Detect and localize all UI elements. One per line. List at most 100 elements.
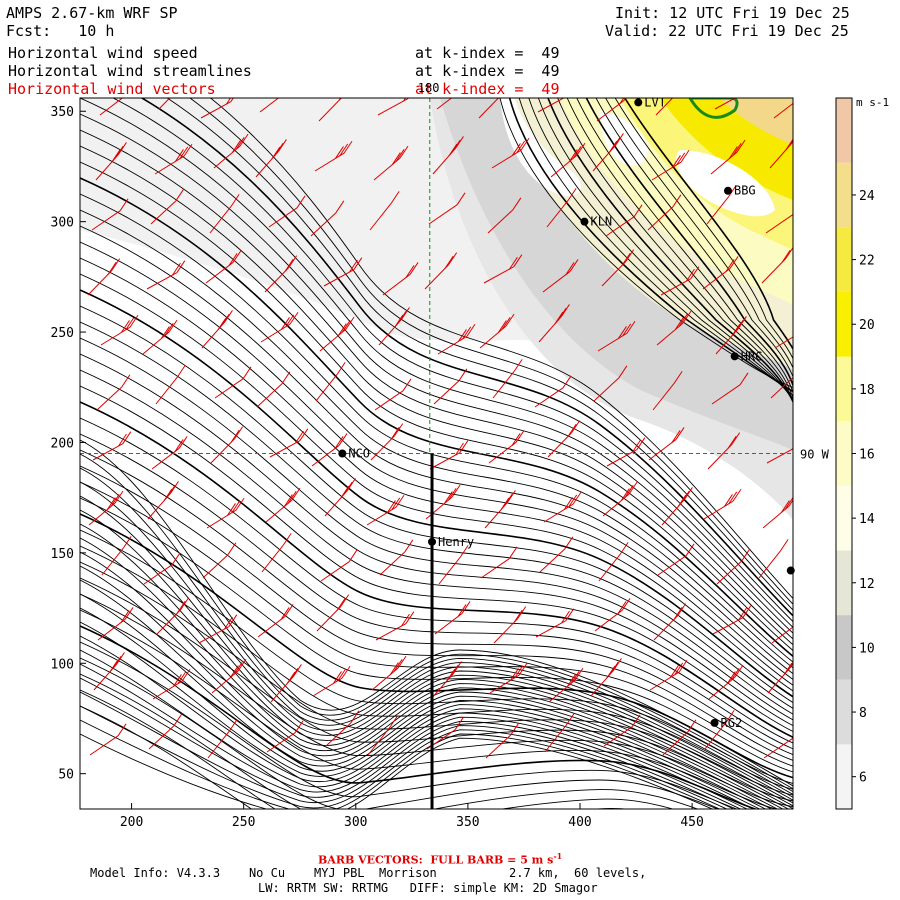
wind-barb-flag [230, 194, 240, 207]
wind-barb-flag [447, 488, 457, 501]
wind-barb-flag [684, 487, 693, 500]
wind-barb-shaft [769, 142, 793, 169]
wind-barb-flag [739, 372, 749, 386]
wind-barb-flag [738, 316, 747, 329]
streamline [80, 607, 773, 809]
ice-patch-2 [600, 110, 648, 166]
wind-barb-flag [401, 613, 410, 627]
station-label: KLN [590, 215, 612, 229]
wind-barb-flag [334, 436, 344, 449]
wind-barb-flag [459, 545, 469, 558]
wind-barb-flag [794, 202, 802, 214]
barb-legend: BARB VECTORS: FULL BARB = 5 m s-1 [318, 851, 562, 867]
wind-barb-flag [353, 257, 363, 270]
wind-barb-flag [119, 198, 129, 212]
wind-barb-shaft [370, 435, 396, 461]
wind-barb-shaft [592, 145, 616, 172]
field-level-speed: at k-index = 49 [415, 44, 560, 62]
wind-barb-flag [220, 313, 230, 327]
wind-barb-shaft [706, 197, 729, 225]
wind-barb-flag [618, 326, 627, 339]
wind-barb-flag [123, 85, 131, 97]
wind-barb-shaft [201, 322, 225, 349]
wind-barb-shaft [702, 268, 731, 290]
streamline [80, 113, 793, 634]
wind-barb-flag [568, 84, 576, 96]
wind-barb-flag [280, 607, 290, 620]
wind-barb-flag [680, 149, 690, 163]
wind-barb-flag [462, 326, 472, 340]
wind-barb-shaft [269, 440, 301, 458]
wind-barb-flag [287, 79, 295, 91]
wind-barb-flag [299, 428, 309, 441]
wind-barb-shaft [436, 98, 453, 110]
wind-barb-shaft [492, 371, 515, 399]
streamline [80, 705, 728, 809]
wind-barb-flag [107, 261, 117, 275]
wind-barb-flag [796, 363, 804, 375]
wind-barb-flag [457, 604, 467, 617]
wind-barb-flag [296, 195, 306, 209]
wind-barb-flag [393, 659, 403, 672]
streamline [80, 369, 793, 727]
wind-barb-flag [125, 317, 135, 331]
wind-barb-flag [571, 420, 581, 433]
wind-barb-shaft [438, 557, 461, 585]
forecast-hour: Fcst: 10 h [6, 22, 115, 40]
wind-barb-flag [389, 662, 399, 675]
streamline [557, 98, 793, 403]
wind-barb-flag [404, 539, 414, 553]
wind-barb-flag [742, 605, 752, 618]
colorbar-tick-label: 22 [859, 254, 875, 269]
wind-barb-flag [341, 665, 351, 679]
wind-barb-shaft [479, 325, 507, 349]
wind-barb-flag [121, 320, 130, 333]
station-label: NCO [348, 447, 370, 461]
wind-barb-flag [512, 143, 521, 156]
wind-barb-flag [285, 314, 295, 328]
wind-barb-shaft [89, 735, 119, 756]
wind-barb-shaft [425, 496, 453, 520]
streamline [80, 579, 784, 809]
y-tick-label: 100 [51, 657, 74, 672]
wind-barb-flag [175, 188, 185, 202]
wind-barb-flag [674, 317, 684, 330]
wind-barb-flag [395, 149, 405, 162]
colorbar-bin [836, 485, 852, 551]
wind-barb-flag [570, 671, 580, 684]
streamline [80, 177, 793, 658]
streamline [80, 273, 793, 692]
wind-barb-flag [235, 497, 245, 511]
wind-barb-flag [619, 98, 625, 104]
wind-barb-shaft [710, 151, 738, 175]
streamline [80, 305, 793, 704]
wind-barb-shaft [547, 432, 573, 458]
wind-barb-flag [624, 485, 634, 498]
wind-barb-flag [728, 491, 738, 505]
wind-barb-flag [678, 659, 688, 673]
wind-barb-flag [672, 194, 682, 208]
colorbar-tick-label: 24 [859, 189, 875, 204]
wind-barb-shaft [147, 493, 171, 520]
wind-barb-flag [615, 133, 624, 146]
wind-barb-shaft [704, 722, 727, 750]
streamline [576, 98, 793, 395]
wind-barb-flag [118, 142, 127, 155]
wind-barb-flag [174, 439, 184, 452]
parallel-label: 90 W [800, 448, 830, 462]
wind-barb-shaft [763, 738, 793, 759]
wind-barb-shaft [96, 386, 123, 411]
wind-barb-flag [513, 254, 523, 267]
wind-barb-shaft [606, 449, 638, 467]
wind-barb-flag [129, 314, 139, 328]
colorbar-tick-label: 14 [859, 512, 875, 527]
wind-barb-shaft [142, 331, 170, 355]
wind-barb-shaft [538, 316, 562, 343]
station-marker [710, 718, 719, 727]
colorbar-tick-label: 10 [859, 641, 875, 656]
streamline [80, 439, 793, 787]
wind-barb-flag [677, 603, 687, 616]
wind-barb-shaft [539, 548, 566, 573]
wind-barb-flag [745, 81, 753, 93]
wind-barb-shaft [602, 493, 630, 517]
